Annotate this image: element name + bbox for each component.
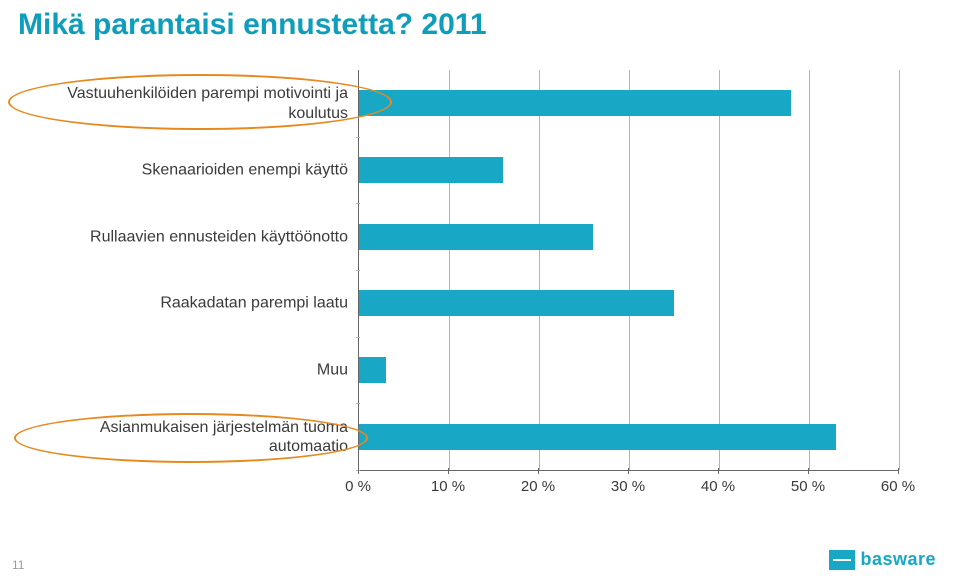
bar-chart: Vastuuhenkilöiden parempi motivointi ja … bbox=[18, 70, 942, 500]
bar bbox=[359, 157, 503, 183]
chart-row: Rullaavien ennusteiden käyttöönotto bbox=[18, 203, 942, 270]
bar bbox=[359, 357, 386, 383]
x-label: 0 % bbox=[345, 478, 371, 495]
chart-row: Raakadatan parempi laatu bbox=[18, 270, 942, 337]
page-number: 11 bbox=[12, 558, 24, 572]
x-label: 40 % bbox=[701, 478, 735, 495]
brand-logo: basware bbox=[829, 549, 936, 570]
x-label: 30 % bbox=[611, 478, 645, 495]
x-axis: 0 % 10 % 20 % 30 % 40 % 50 % 60 % bbox=[358, 474, 898, 498]
x-label: 60 % bbox=[881, 478, 915, 495]
x-tick bbox=[628, 468, 629, 474]
x-label: 10 % bbox=[431, 478, 465, 495]
x-tick bbox=[358, 468, 359, 474]
chart-row: Muu bbox=[18, 337, 942, 404]
x-label: 50 % bbox=[791, 478, 825, 495]
bar bbox=[359, 424, 836, 450]
chart-row: Skenaarioiden enempi käyttö bbox=[18, 137, 942, 204]
row-label: Raakadatan parempi laatu bbox=[18, 294, 348, 313]
row-label: Asianmukaisen järjestelmän tuoma automaa… bbox=[18, 417, 348, 455]
bar bbox=[359, 224, 593, 250]
chart-row: Asianmukaisen järjestelmän tuoma automaa… bbox=[18, 403, 942, 470]
logo-text: basware bbox=[860, 549, 936, 570]
chart-row: Vastuuhenkilöiden parempi motivointi ja … bbox=[18, 70, 942, 137]
x-label: 20 % bbox=[521, 478, 555, 495]
x-tick bbox=[898, 468, 899, 474]
row-label: Vastuuhenkilöiden parempi motivointi ja … bbox=[18, 84, 348, 122]
bar bbox=[359, 290, 674, 316]
x-tick bbox=[538, 468, 539, 474]
row-label: Rullaavien ennusteiden käyttöönotto bbox=[18, 227, 348, 246]
row-label: Muu bbox=[18, 360, 348, 379]
page-title: Mikä parantaisi ennustetta? 2011 bbox=[18, 8, 487, 42]
row-label: Skenaarioiden enempi käyttö bbox=[18, 160, 348, 179]
x-tick bbox=[808, 468, 809, 474]
x-tick bbox=[448, 468, 449, 474]
bar bbox=[359, 90, 791, 116]
logo-mark-icon bbox=[829, 550, 855, 570]
x-tick bbox=[718, 468, 719, 474]
